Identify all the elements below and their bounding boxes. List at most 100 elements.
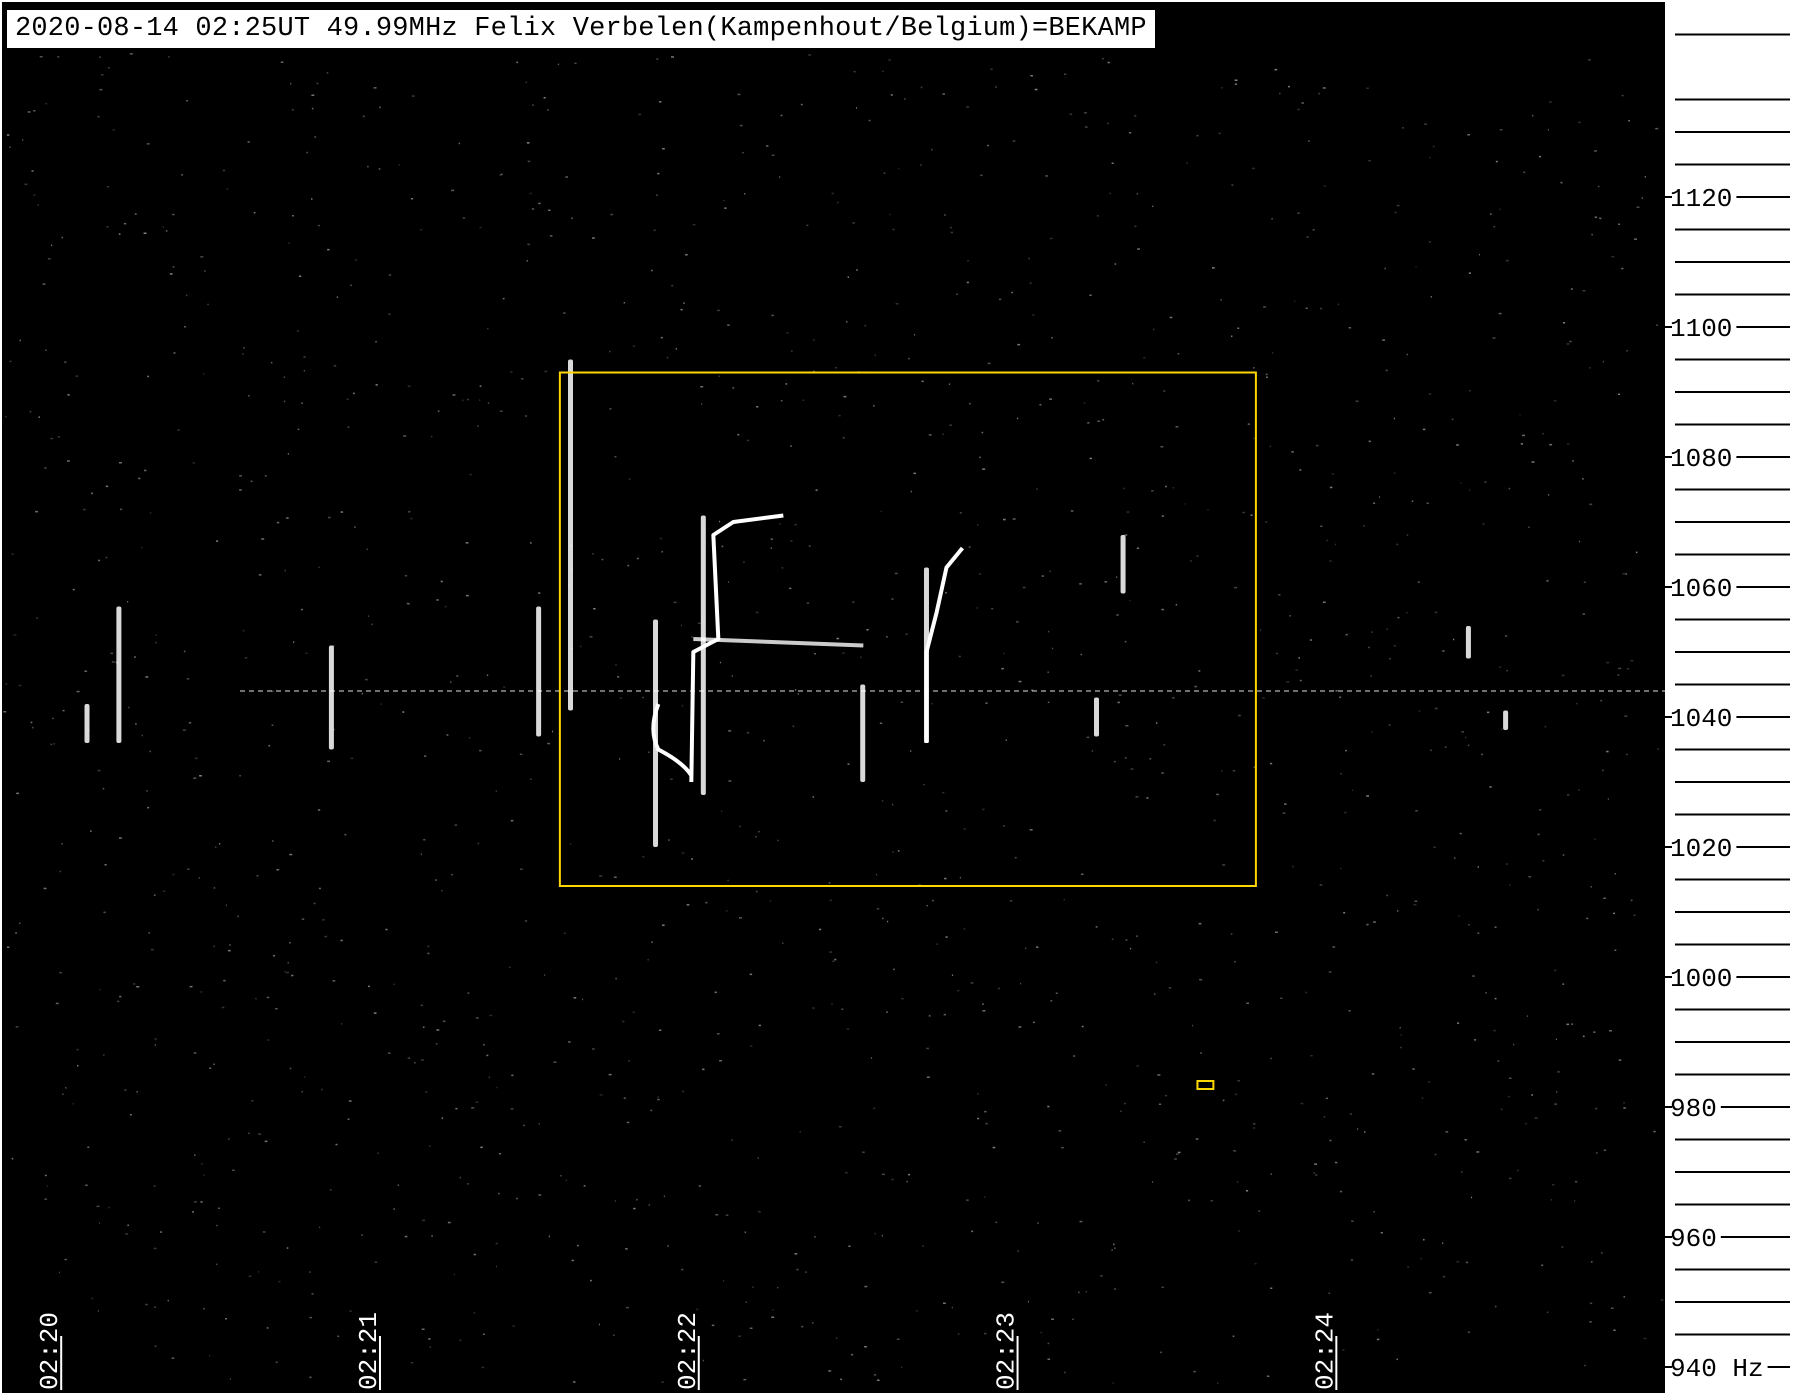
noise-speck [742, 151, 744, 154]
echo-trace-3 [328, 645, 334, 750]
noise-speck [675, 348, 678, 350]
noise-speck [1265, 373, 1268, 376]
noise-speck [1520, 443, 1523, 445]
noise-speck [573, 997, 577, 999]
noise-speck [1485, 992, 1487, 994]
noise-speck [468, 737, 471, 739]
noise-speck [1373, 921, 1376, 923]
noise-speck [1246, 1002, 1249, 1004]
noise-speck [966, 106, 970, 108]
noise-speck [154, 1044, 156, 1046]
noise-speck [874, 354, 877, 356]
noise-speck [659, 1029, 662, 1031]
noise-speck [305, 652, 308, 654]
noise-speck [203, 1308, 205, 1310]
noise-speck [1125, 939, 1128, 941]
noise-speck [1453, 638, 1455, 641]
noise-speck [1490, 213, 1492, 215]
noise-speck [619, 758, 621, 760]
noise-speck [1432, 145, 1435, 148]
noise-speck [198, 877, 200, 879]
noise-speck [213, 1063, 215, 1066]
noise-speck [743, 1378, 747, 1381]
noise-speck [410, 1362, 414, 1364]
noise-speck [1348, 1010, 1351, 1012]
noise-speck [845, 1171, 848, 1174]
chart-title: 2020-08-14 02:25UT 49.99MHz Felix Verbel… [7, 10, 1155, 48]
noise-speck [1562, 322, 1566, 324]
noise-speck [786, 332, 789, 334]
noise-speck [467, 1183, 470, 1185]
noise-speck [1589, 503, 1593, 506]
noise-speck [423, 839, 426, 841]
noise-speck [38, 416, 40, 418]
noise-speck [547, 742, 550, 745]
noise-speck [1461, 1171, 1463, 1173]
noise-speck [441, 1117, 444, 1119]
noise-speck [292, 215, 294, 217]
noise-speck [209, 1067, 212, 1069]
noise-speck [1541, 1264, 1544, 1266]
echo-trace-4 [536, 606, 542, 737]
noise-speck [1509, 1177, 1512, 1180]
noise-speck [1218, 132, 1221, 135]
noise-speck [1602, 769, 1604, 772]
noise-speck [495, 1242, 498, 1245]
echo-trace-10 [1093, 697, 1099, 737]
noise-speck [521, 378, 524, 380]
noise-speck [1498, 312, 1502, 315]
noise-speck [183, 650, 186, 653]
noise-speck [998, 298, 1002, 301]
noise-speck [262, 1231, 266, 1233]
noise-speck [458, 142, 460, 145]
noise-speck [1111, 938, 1114, 940]
noise-speck [1247, 423, 1250, 425]
noise-speck [750, 1045, 753, 1047]
noise-speck [862, 1151, 865, 1153]
noise-speck [319, 1226, 321, 1229]
noise-speck [1542, 860, 1545, 862]
noise-speck [928, 434, 932, 436]
noise-speck [229, 1378, 231, 1380]
noise-speck [33, 194, 36, 196]
noise-speck [1371, 631, 1373, 633]
plot-area [2, 2, 1665, 1393]
noise-speck [633, 1207, 636, 1210]
noise-speck [802, 399, 804, 401]
noise-speck [1149, 758, 1152, 760]
noise-speck [1635, 551, 1638, 554]
noise-speck [1571, 1023, 1573, 1025]
noise-speck [215, 846, 217, 848]
noise-speck [1566, 343, 1570, 345]
noise-speck [127, 601, 129, 603]
x-tick-label-0221: 02:21 [354, 1312, 384, 1390]
noise-speck [1297, 212, 1300, 214]
noise-speck [660, 336, 663, 339]
noise-speck [950, 226, 952, 229]
noise-speck [1323, 185, 1326, 187]
noise-speck [1586, 917, 1589, 920]
noise-speck [374, 1261, 378, 1263]
noise-speck [1328, 1292, 1330, 1294]
noise-speck [1343, 912, 1346, 914]
noise-speck [329, 1189, 332, 1191]
noise-speck [1299, 679, 1302, 682]
noise-speck [642, 855, 645, 858]
noise-speck [1270, 762, 1273, 765]
noise-speck [1442, 650, 1445, 652]
noise-speck [1232, 1335, 1235, 1337]
noise-speck [85, 1184, 88, 1186]
noise-speck [1322, 601, 1326, 603]
noise-speck [147, 806, 150, 809]
noise-speck [375, 341, 377, 343]
noise-speck [968, 546, 971, 548]
noise-speck [1613, 1329, 1616, 1331]
noise-speck [538, 1194, 542, 1196]
noise-speck [563, 932, 566, 935]
noise-speck [986, 144, 990, 147]
noise-speck [1371, 1073, 1375, 1075]
noise-speck [727, 324, 730, 326]
noise-speck [1368, 159, 1371, 162]
noise-speck [193, 777, 197, 779]
noise-speck [680, 624, 682, 627]
